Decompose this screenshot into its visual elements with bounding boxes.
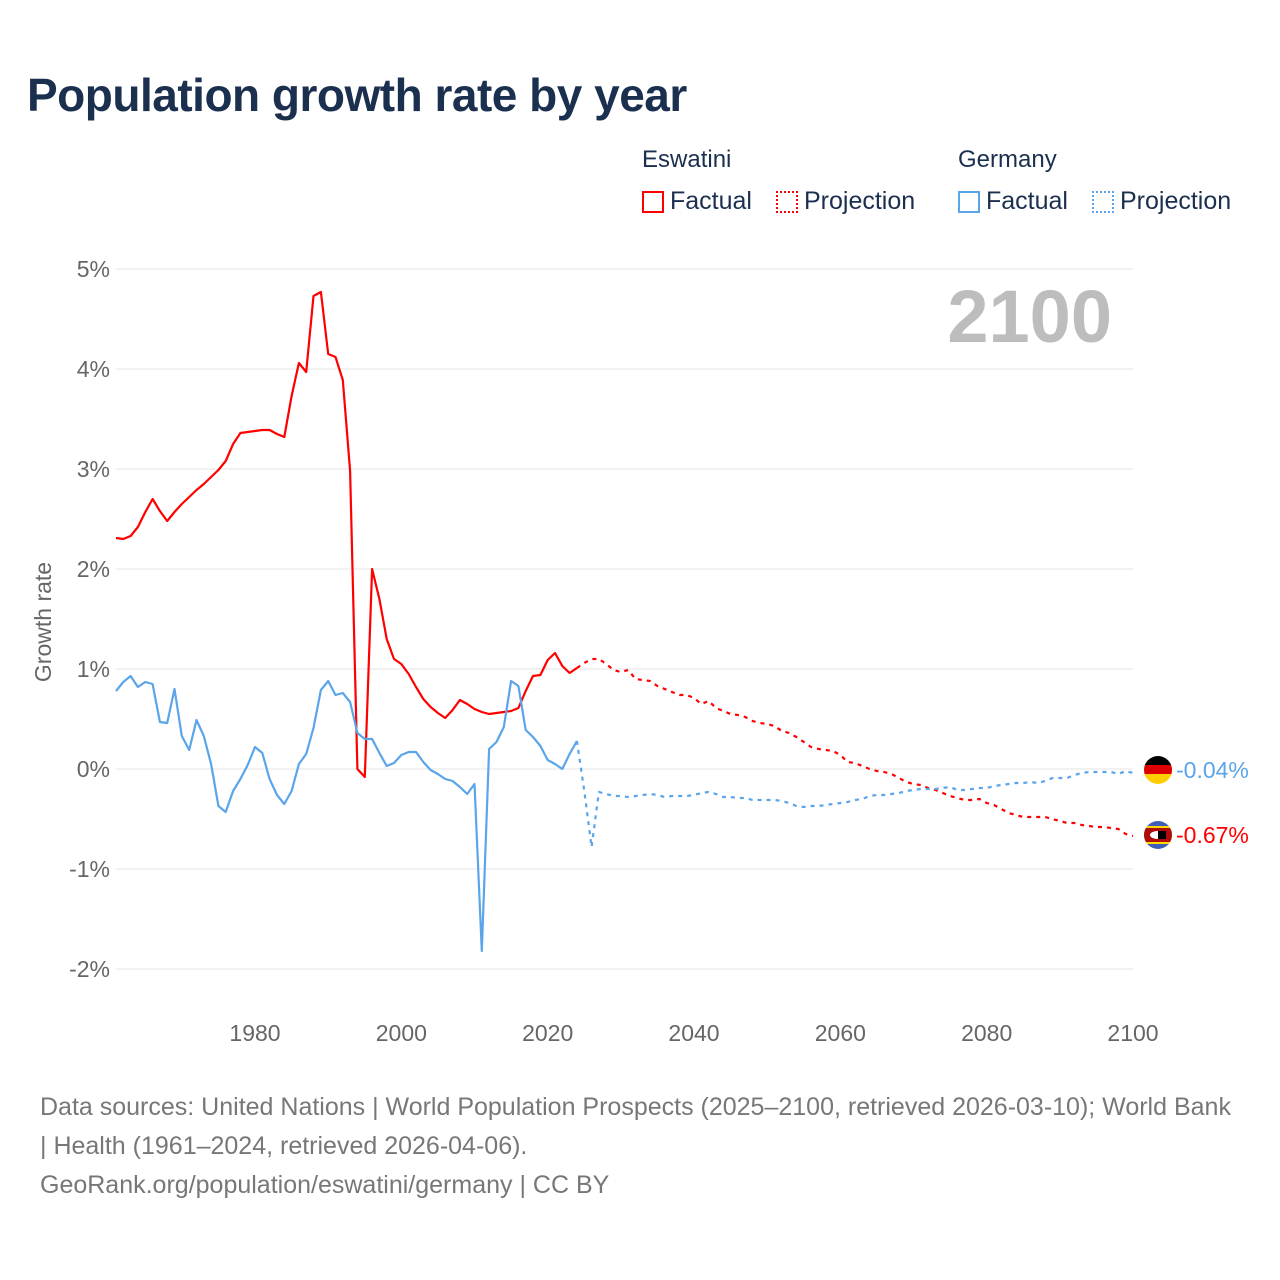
legend-label: Factual — [670, 187, 752, 215]
footer: Data sources: United Nations | World Pop… — [40, 1088, 1240, 1205]
y-tick-label: 1% — [77, 656, 110, 682]
y-tick-label: -2% — [69, 956, 110, 982]
solid-swatch-icon — [958, 190, 980, 213]
eswatini-end-label: -0.67% — [1176, 822, 1249, 848]
y-tick-label: 0% — [77, 756, 110, 782]
y-tick-label: 5% — [77, 256, 110, 282]
y-tick-label: 4% — [77, 356, 110, 382]
dotted-swatch-icon — [1092, 190, 1114, 213]
germany-projection-line — [575, 740, 1134, 849]
y-tick-label: 2% — [77, 556, 110, 582]
legend-label: Projection — [1120, 187, 1232, 215]
eswatini-projection-line — [576, 657, 1134, 838]
x-tick-label: 2000 — [376, 1020, 427, 1046]
x-tick-label: 2040 — [668, 1020, 719, 1046]
x-tick-label: 1980 — [229, 1020, 280, 1046]
eswatini-flag-icon — [1144, 821, 1172, 849]
y-tick-label: 3% — [77, 456, 110, 482]
germany-end-label: -0.04% — [1176, 757, 1249, 783]
legend-label: Factual — [986, 187, 1068, 215]
x-tick-label: 2100 — [1107, 1020, 1158, 1046]
chart-title: Population growth rate by year — [27, 69, 687, 121]
dotted-swatch-icon — [776, 190, 798, 213]
source-link[interactable]: GeoRank.org/population/eswatini/germany … — [40, 1171, 610, 1199]
legend-eswatini-factual[interactable]: Factual — [642, 187, 752, 216]
legend-germany-factual[interactable]: Factual — [958, 187, 1068, 216]
x-tick-label: 2020 — [522, 1020, 573, 1046]
x-tick-label: 2080 — [961, 1020, 1012, 1046]
legend-label: Projection — [804, 187, 916, 215]
x-tick-label: 2060 — [815, 1020, 866, 1046]
data-sources: Data sources: United Nations | World Pop… — [40, 1093, 1231, 1160]
solid-swatch-icon — [642, 190, 664, 213]
y-axis-label: Growth rate — [30, 562, 56, 682]
legend-group-eswatini: Eswatini — [642, 146, 732, 173]
y-tick-label: -1% — [69, 856, 110, 882]
legend-eswatini-projection[interactable]: Projection — [776, 187, 915, 216]
legend-germany-projection[interactable]: Projection — [1092, 187, 1231, 216]
eswatini-factual-line — [115, 290, 578, 779]
year-watermark: 2100 — [947, 275, 1112, 358]
legend-group-germany: Germany — [958, 146, 1057, 173]
germany-flag-icon — [1144, 756, 1172, 784]
germany-factual-line — [115, 674, 578, 953]
